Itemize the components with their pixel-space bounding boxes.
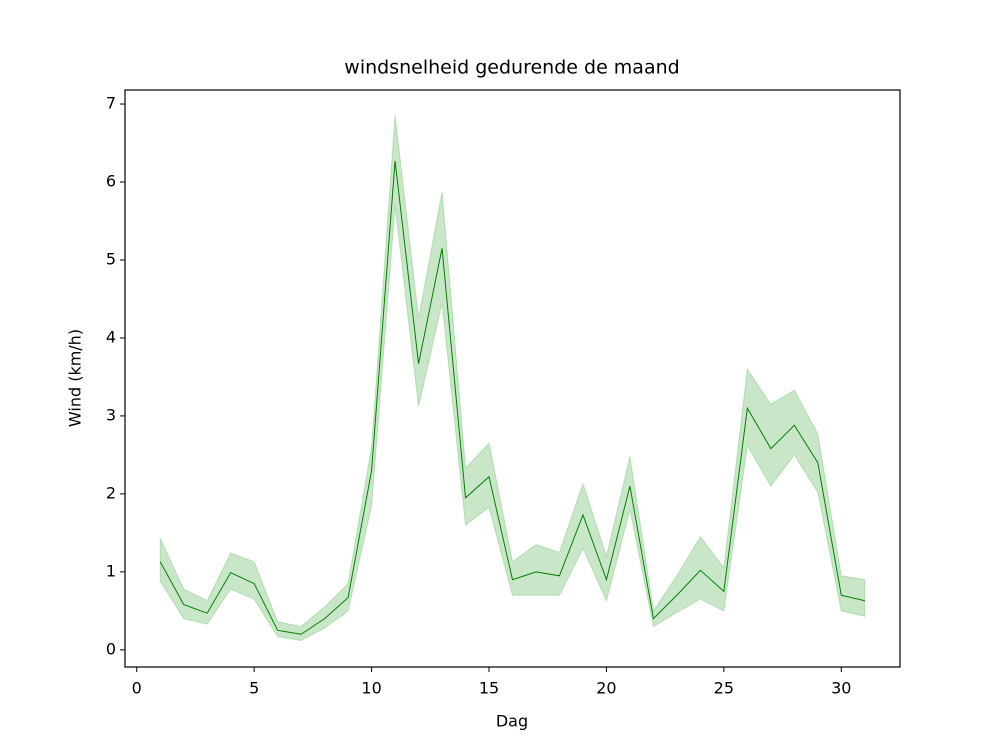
data-line (159, 160, 865, 635)
y-tick-label: 6 (106, 172, 116, 191)
x-tick-label: 25 (714, 679, 734, 698)
x-tick-label: 20 (596, 679, 616, 698)
y-axis-label: Wind (km/h) (66, 329, 85, 427)
y-tick-label: 0 (106, 639, 116, 658)
x-axis-label: Dag (496, 712, 528, 731)
x-tick-label: 10 (361, 679, 381, 698)
y-tick-label: 7 (106, 94, 116, 113)
plot-frame (124, 89, 901, 668)
x-tick-label: 0 (132, 679, 142, 698)
chart-title: windsnelheid gedurende de maand (344, 57, 679, 79)
y-tick-label: 2 (106, 483, 116, 502)
y-tick-label: 3 (106, 405, 116, 424)
y-tick-label: 4 (106, 327, 116, 346)
x-tick-label: 15 (479, 679, 499, 698)
y-tick-label: 5 (106, 249, 116, 268)
y-tick-label: 1 (106, 561, 116, 580)
confidence-band (159, 115, 866, 642)
x-tick-label: 5 (249, 679, 259, 698)
x-tick-label: 30 (831, 679, 851, 698)
